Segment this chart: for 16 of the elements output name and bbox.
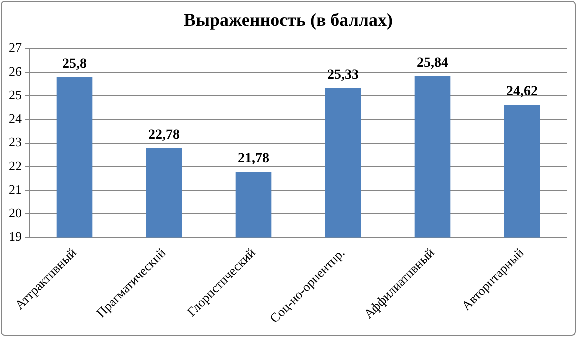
y-tick-label: 27 (9, 40, 22, 56)
data-label: 25,8 (62, 56, 87, 72)
y-tick-label: 26 (9, 64, 22, 79)
chart-title: Выраженность (в баллах) (182, 10, 394, 31)
y-tick-label: 19 (9, 229, 22, 244)
data-label: 21,78 (238, 152, 270, 167)
y-tick-label: 22 (9, 158, 22, 174)
y-tick-label: 20 (9, 206, 22, 221)
data-label: 22,78 (148, 128, 180, 144)
data-label: 25,84 (417, 56, 448, 71)
y-tick-label: 21 (9, 182, 22, 197)
y-tick-label: 24 (9, 111, 22, 126)
data-label: 25,33 (328, 68, 359, 83)
data-label: 24,62 (506, 84, 538, 100)
y-tick-label: 25 (9, 87, 22, 102)
y-tick-label: 23 (9, 134, 22, 150)
